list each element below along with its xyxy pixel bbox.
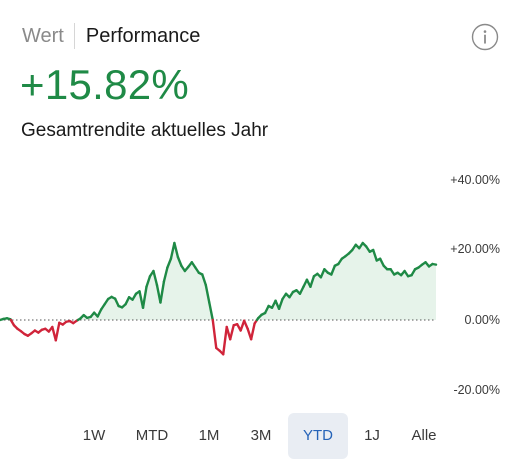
line-segment-positive — [166, 257, 173, 269]
range-ytd-button[interactable]: YTD — [288, 413, 348, 459]
line-segment-positive — [201, 273, 207, 287]
line-segment-positive — [113, 297, 120, 308]
line-segment-positive — [309, 275, 316, 288]
y-tick-label: 0.00% — [465, 313, 500, 327]
total-return-label: Gesamtrendite aktuelles Jahr — [21, 120, 269, 141]
line-segment-negative — [211, 318, 218, 350]
total-return-value: +15.82% — [20, 61, 190, 108]
performance-chart: +40.00% +20.00% 0.00% -20.00% — [0, 173, 500, 397]
line-segment-positive — [372, 248, 378, 262]
line-segment-positive — [176, 255, 183, 267]
tab-performance[interactable]: Performance — [85, 25, 201, 47]
line-segment-positive — [96, 308, 103, 318]
line-segment-positive — [319, 268, 326, 279]
range-mtd-button[interactable]: MTD — [135, 427, 169, 444]
line-segment-positive — [124, 296, 131, 306]
line-segment-positive — [298, 285, 305, 295]
tab-divider — [73, 23, 75, 49]
range-3m-button[interactable]: 3M — [250, 427, 272, 444]
range-1w-button[interactable]: 1W — [82, 427, 106, 444]
line-segment-positive — [330, 264, 337, 276]
range-1j-button[interactable]: 1J — [364, 427, 380, 444]
chart-area-layer — [0, 243, 436, 320]
view-tabs: Wert Performance — [22, 22, 200, 50]
chart-line-layer — [0, 241, 438, 356]
line-segment-negative — [242, 319, 249, 330]
line-segment-positive — [145, 275, 152, 288]
line-segment-positive — [431, 262, 438, 266]
line-segment-negative — [222, 325, 228, 356]
line-segment-negative — [229, 324, 235, 341]
line-segment-positive — [263, 304, 270, 315]
line-segment-positive — [204, 283, 211, 304]
y-tick-label: +40.00% — [450, 173, 500, 187]
y-tick-label: +20.00% — [450, 242, 500, 256]
line-segment-positive — [141, 285, 148, 309]
line-segment-positive — [208, 301, 214, 322]
line-segment-negative — [249, 322, 256, 341]
line-segment-positive — [378, 257, 385, 267]
line-segment-positive — [159, 280, 166, 304]
range-selector: 1W MTD 1M 3M YTD 1J Alle — [0, 413, 520, 459]
range-alle-button[interactable]: Alle — [411, 427, 437, 444]
range-1m-button[interactable]: 1M — [198, 427, 220, 444]
line-segment-negative — [54, 321, 61, 342]
line-segment-positive — [162, 266, 169, 283]
positive-area-fill — [0, 243, 436, 320]
info-icon[interactable] — [471, 23, 499, 51]
line-segment-positive — [152, 269, 159, 287]
line-segment-positive — [173, 241, 180, 259]
line-segment-positive — [277, 297, 284, 311]
tab-wert[interactable]: Wert — [22, 25, 64, 47]
y-tick-label: -20.00% — [453, 383, 500, 397]
